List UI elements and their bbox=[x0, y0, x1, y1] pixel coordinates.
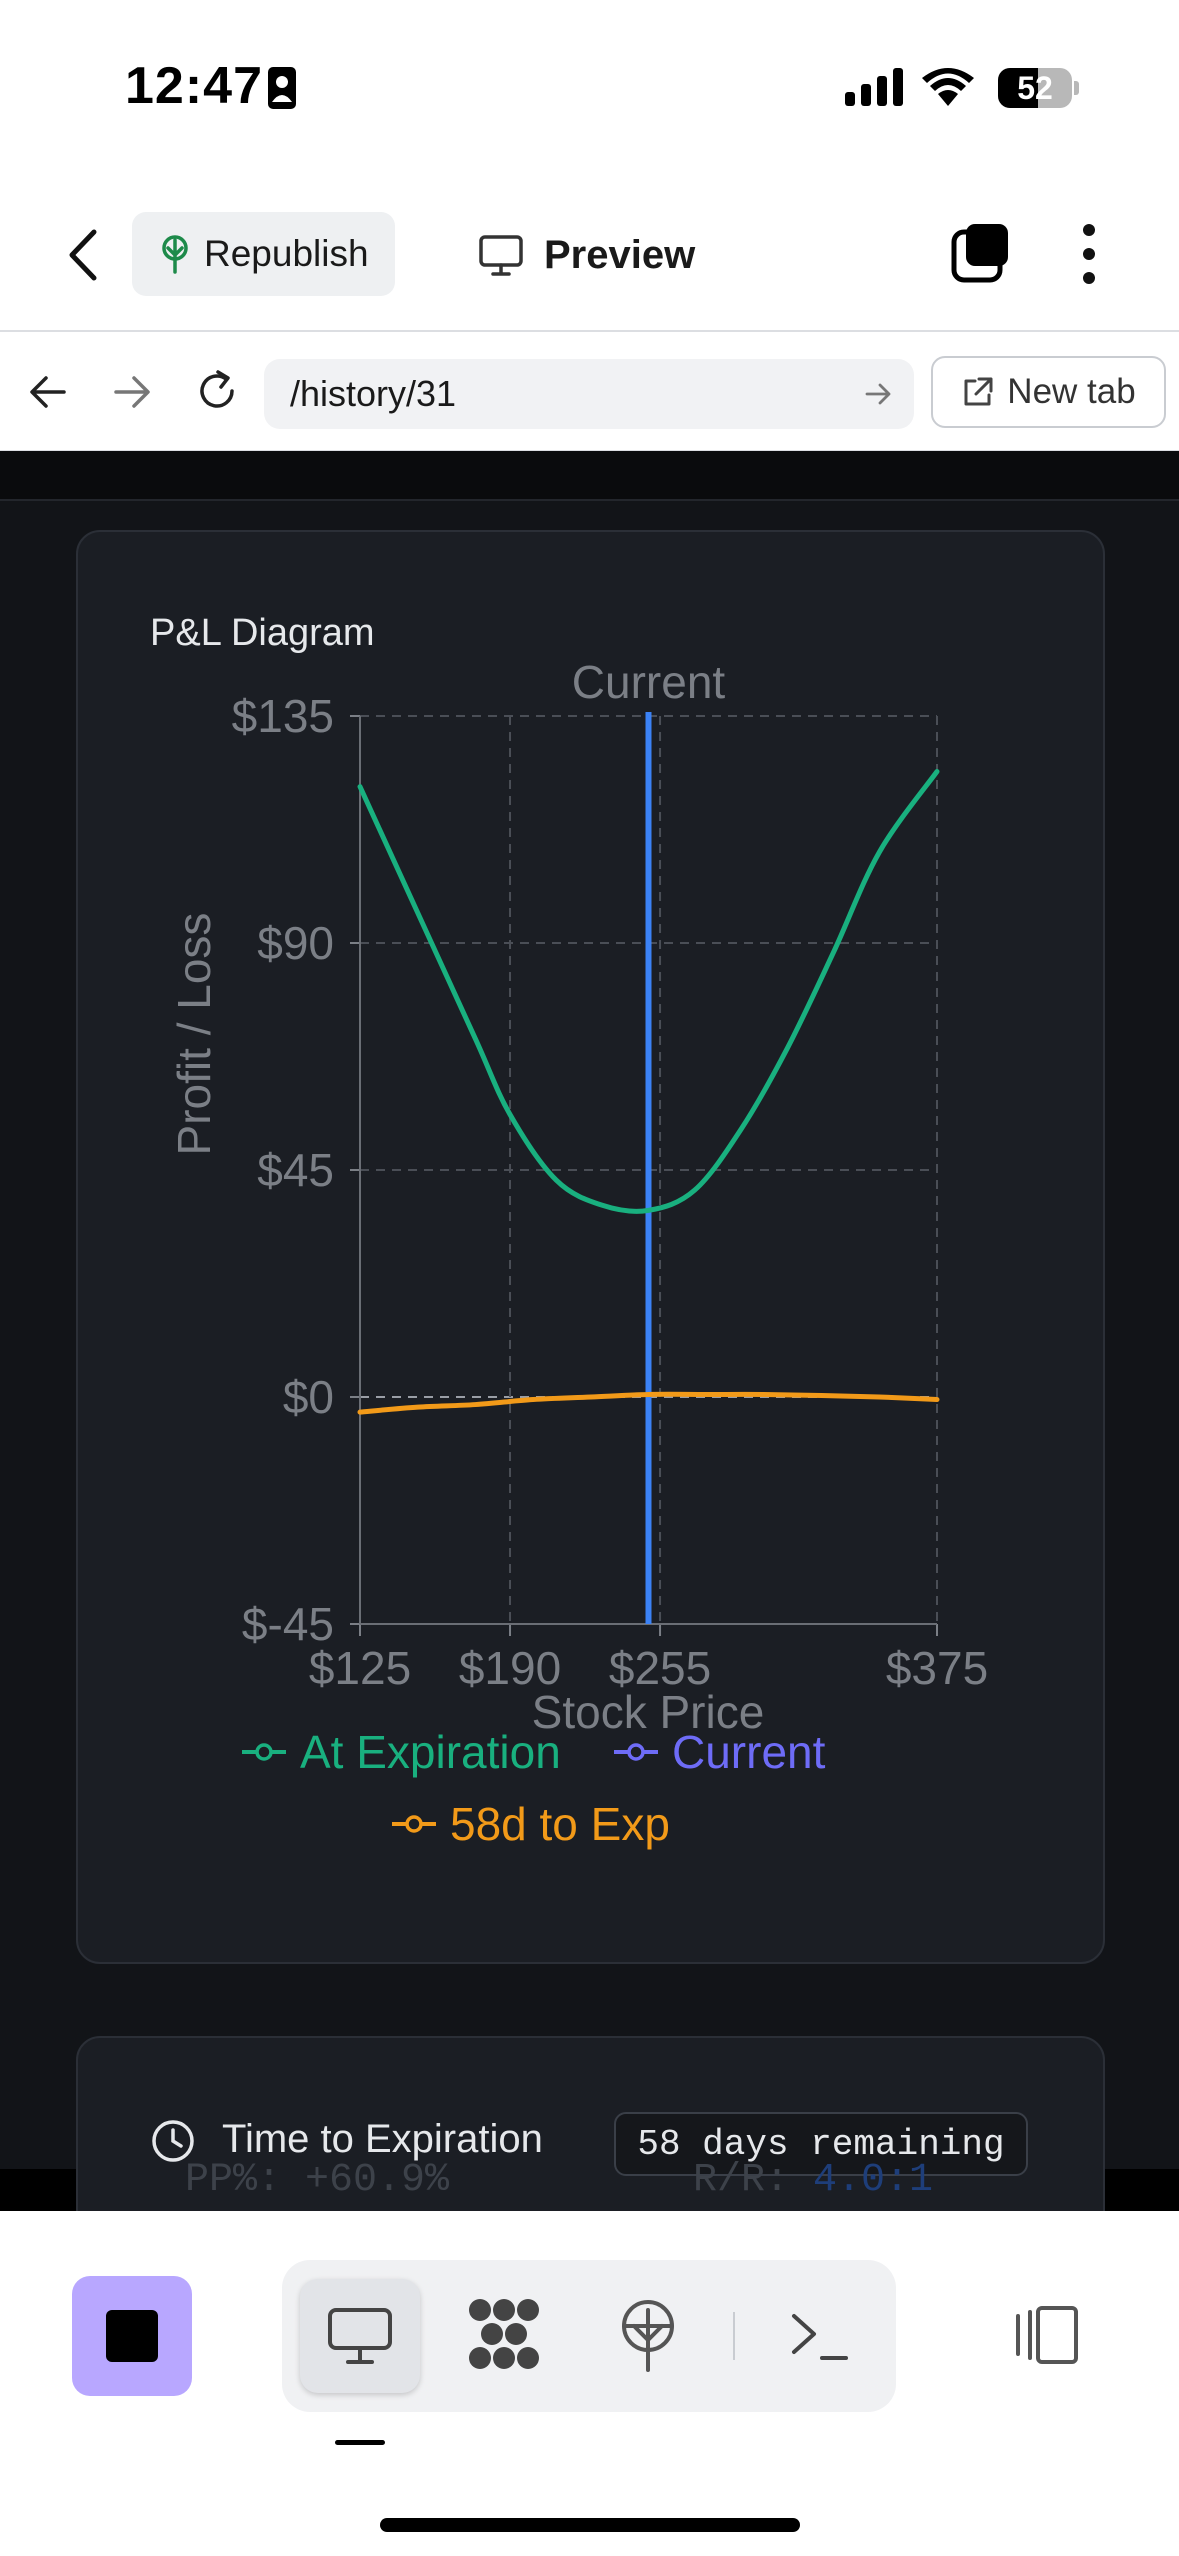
header-divider bbox=[0, 330, 1179, 332]
current-price-label: Current bbox=[572, 656, 726, 708]
series-line-0 bbox=[357, 768, 940, 1214]
viewport-top-band bbox=[0, 451, 1179, 501]
y-tick-label-0: $135 bbox=[232, 690, 334, 742]
nav-back-icon[interactable] bbox=[28, 372, 68, 412]
publish-tree-icon[interactable] bbox=[616, 2298, 680, 2372]
y-tick-label-1: $90 bbox=[257, 917, 334, 969]
home-indicator[interactable] bbox=[380, 2518, 800, 2532]
republish-label: Republish bbox=[204, 233, 369, 274]
republish-tree-icon bbox=[162, 235, 188, 274]
external-link-icon bbox=[964, 377, 993, 406]
more-options-icon[interactable] bbox=[1072, 222, 1106, 286]
x-tick-label-1: $190 bbox=[459, 1642, 561, 1694]
legend-swatch-marker bbox=[255, 1743, 273, 1761]
legend-label-2: 58d to Exp bbox=[450, 1798, 670, 1850]
legend-label-0: At Expiration bbox=[300, 1726, 561, 1778]
preview-button[interactable]: Preview bbox=[478, 222, 695, 288]
monitor-icon bbox=[479, 235, 523, 276]
contact-card-icon bbox=[268, 67, 296, 109]
new-tab-label: New tab bbox=[1007, 372, 1136, 411]
legend-item-0: At Expiration bbox=[242, 1726, 561, 1778]
legend-label-1: Current bbox=[672, 1726, 826, 1778]
url-input[interactable]: /history/31 bbox=[264, 359, 914, 429]
desktop-tool-button[interactable] bbox=[300, 2279, 420, 2393]
behind-profit-text: PP%: +60.9% bbox=[185, 2158, 450, 2203]
stop-button[interactable] bbox=[72, 2276, 192, 2396]
active-tab-indicator bbox=[335, 2440, 385, 2445]
status-time: 12:47 bbox=[125, 57, 263, 115]
back-chevron-icon[interactable] bbox=[64, 228, 104, 282]
tabs-icon[interactable] bbox=[950, 222, 1012, 284]
x-axis-label: Stock Price bbox=[532, 1686, 765, 1738]
time-remaining-badge: 58 days remaining bbox=[614, 2112, 1028, 2176]
desktop-monitor-icon bbox=[328, 2308, 392, 2364]
battery-indicator: 52 bbox=[998, 68, 1079, 108]
legend-swatch-marker bbox=[405, 1815, 423, 1833]
nav-forward-icon[interactable] bbox=[112, 372, 152, 412]
url-path: /history/31 bbox=[290, 373, 457, 414]
legend-item-2: 58d to Exp bbox=[392, 1798, 670, 1850]
new-tab-button[interactable]: New tab bbox=[931, 356, 1166, 428]
clock-icon bbox=[152, 2120, 194, 2162]
pnl-card: P&L Diagram bbox=[76, 530, 1105, 1964]
legend-item-1: Current bbox=[614, 1726, 826, 1778]
republish-button[interactable]: Republish bbox=[132, 212, 395, 296]
battery-level: 52 bbox=[1017, 70, 1053, 106]
wifi-icon bbox=[922, 68, 974, 106]
y-tick-label-2: $45 bbox=[257, 1144, 334, 1196]
x-tick-label-2: $255 bbox=[609, 1642, 711, 1694]
behind-rr-text: R/R: 4.0:1 bbox=[693, 2158, 933, 2203]
terminal-icon[interactable] bbox=[788, 2306, 852, 2366]
reload-icon[interactable] bbox=[194, 368, 240, 414]
time-remaining-value: 58 days remaining bbox=[637, 2123, 1005, 2165]
toolbar-separator bbox=[733, 2312, 735, 2360]
panel-toggle-icon[interactable] bbox=[1010, 2302, 1082, 2368]
chart-title: P&L Diagram bbox=[150, 612, 375, 654]
url-go-arrow-icon[interactable] bbox=[864, 379, 894, 409]
y-tick-label-3: $0 bbox=[283, 1371, 334, 1423]
x-tick-label-3: $375 bbox=[886, 1642, 988, 1694]
y-axis-label: Profit / Loss bbox=[168, 913, 220, 1156]
preview-label: Preview bbox=[544, 232, 696, 277]
y-tick-label-4: $-45 bbox=[242, 1598, 334, 1650]
series-line-2 bbox=[357, 1391, 940, 1415]
pnl-chart: $135 $90 $45 $0 $-45$125 $190 $255 $375 Stock Pr… bbox=[168, 656, 988, 1850]
x-tick-label-0: $125 bbox=[309, 1642, 411, 1694]
cellular-signal-icon bbox=[845, 68, 903, 106]
stop-square-icon bbox=[106, 2310, 158, 2362]
nodes-tool-icon[interactable] bbox=[466, 2296, 542, 2372]
behind-rr-label: R/R: bbox=[693, 2158, 814, 2203]
time-to-expiration-label: Time to Expiration bbox=[222, 2117, 543, 2161]
legend-swatch-marker bbox=[627, 1743, 645, 1761]
behind-rr-value: 4.0:1 bbox=[813, 2158, 934, 2203]
